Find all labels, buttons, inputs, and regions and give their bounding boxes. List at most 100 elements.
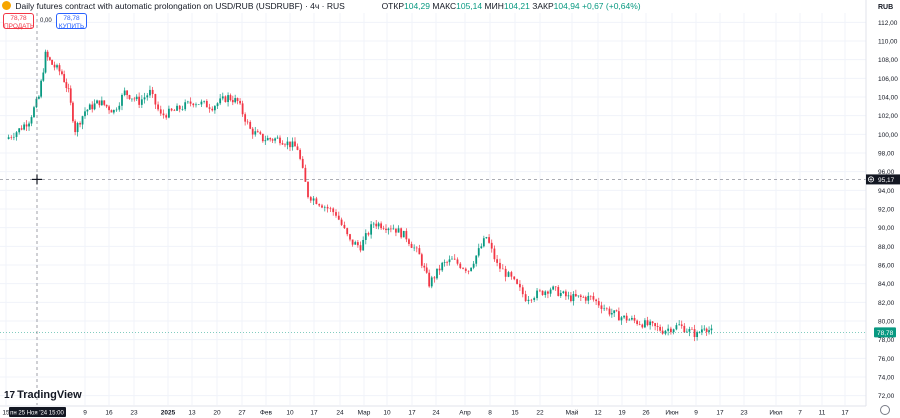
- candle: [128, 94, 131, 100]
- candle: [138, 92, 141, 108]
- brand-name: TradingView: [17, 389, 82, 401]
- candle: [610, 308, 613, 318]
- y-tick-label: 86,00: [878, 263, 895, 270]
- candle: [423, 263, 426, 272]
- candle: [669, 326, 672, 335]
- candle: [651, 321, 654, 327]
- candle: [254, 126, 257, 137]
- price-axis[interactable]: 72,00 74,00 76,00 78,00 80,00 82,00 84,00 86,00…: [865, 0, 900, 418]
- candle: [501, 264, 504, 270]
- candle: [159, 105, 162, 116]
- candle: [562, 290, 565, 294]
- chart-title[interactable]: Daily futures contract with automatic pr…: [15, 0, 345, 11]
- candle: [321, 203, 323, 209]
- settings-gear-icon[interactable]: [880, 405, 890, 415]
- tradingview-logo[interactable]: 17 TradingView: [4, 389, 82, 401]
- x-tick-label: 16: [105, 410, 113, 417]
- x-tick-label: 17: [408, 410, 416, 417]
- time-axis[interactable]: 15 пн 25 Ноя '24 15:00 9 16 23 2025 13 20 27 Фев 1…: [0, 405, 866, 418]
- candle: [499, 258, 501, 273]
- candle: [587, 292, 590, 305]
- candle: [98, 100, 101, 108]
- candle: [133, 96, 136, 102]
- y-tick-label: 100,00: [878, 132, 898, 139]
- chart-header: Daily futures contract with automatic pr…: [0, 0, 641, 13]
- candle: [135, 94, 138, 102]
- candle: [329, 206, 332, 212]
- candle: [620, 315, 623, 325]
- candle: [25, 120, 28, 131]
- candle: [170, 107, 173, 112]
- buy-button[interactable]: 78,78 КУПИТЬ: [56, 13, 87, 30]
- candle: [323, 205, 326, 212]
- candle: [688, 326, 691, 337]
- candle: [696, 330, 699, 341]
- candle: [195, 102, 197, 108]
- candle: [143, 92, 146, 104]
- x-tick-label: Фев: [260, 410, 273, 417]
- candle: [46, 49, 49, 61]
- currency-label[interactable]: RUB: [878, 4, 894, 11]
- candle: [110, 109, 113, 113]
- candle: [541, 290, 544, 296]
- candle: [402, 230, 405, 238]
- x-tick-label: 27: [238, 410, 246, 417]
- candle: [615, 309, 618, 312]
- symbol-icon[interactable]: [2, 1, 11, 11]
- candle: [456, 257, 459, 266]
- candle: [346, 227, 349, 237]
- candle: [184, 99, 187, 112]
- candle: [219, 93, 222, 106]
- candle: [636, 319, 639, 326]
- candle: [438, 264, 441, 275]
- candle: [359, 241, 362, 253]
- tradingview-logo-icon: 17: [4, 390, 16, 401]
- candle: [229, 93, 232, 102]
- candle: [81, 115, 84, 130]
- candle: [430, 275, 433, 289]
- candle: [154, 93, 157, 110]
- candle: [284, 143, 286, 148]
- x-tick-label: Июн: [665, 410, 679, 417]
- candle: [48, 56, 51, 61]
- ohlc-low-label: МИН: [484, 0, 504, 11]
- candle: [385, 224, 387, 233]
- candle: [18, 127, 21, 135]
- candle: [608, 306, 611, 317]
- candle: [549, 287, 552, 297]
- y-tick-label: 82,00: [878, 300, 895, 307]
- sell-button[interactable]: 78,78 ПРОДАТЬ: [3, 13, 34, 30]
- candle: [56, 63, 58, 70]
- candle: [51, 59, 53, 65]
- candle: [433, 275, 436, 283]
- candle: [63, 70, 66, 83]
- candle: [211, 106, 214, 112]
- candle: [178, 104, 181, 113]
- candle: [93, 99, 96, 111]
- candle: [112, 109, 115, 115]
- candle: [289, 141, 291, 152]
- candle: [256, 129, 259, 133]
- candle: [597, 297, 600, 308]
- x-tick-label: 10: [383, 410, 391, 417]
- candle: [291, 137, 294, 151]
- candle: [477, 243, 480, 258]
- add-alert-icon[interactable]: [868, 176, 875, 183]
- candle: [274, 137, 276, 144]
- candle: [462, 267, 464, 270]
- candle: [234, 94, 237, 104]
- candle: [539, 288, 541, 293]
- candle: [480, 243, 483, 249]
- candle: [519, 280, 521, 292]
- candle: [638, 321, 641, 326]
- candle: [488, 234, 490, 244]
- candle: [605, 307, 608, 311]
- candle: [395, 228, 397, 237]
- crosshair-time-box: [9, 407, 66, 417]
- ohlc-open-value: 104,29: [404, 0, 430, 11]
- ohlc-high-value: 105,14: [456, 0, 483, 11]
- y-tick-label: 76,00: [878, 356, 895, 363]
- candle: [470, 267, 473, 272]
- candle: [241, 100, 244, 117]
